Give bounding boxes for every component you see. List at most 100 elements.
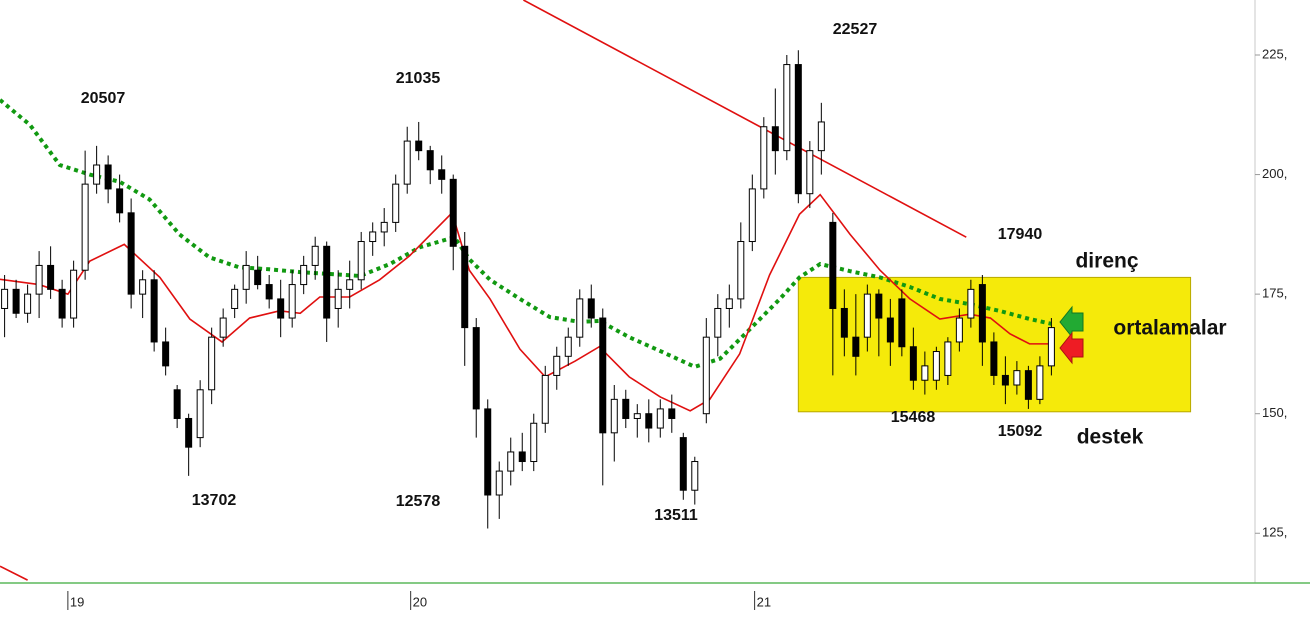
candle-body bbox=[886, 317, 894, 343]
candle-body bbox=[438, 169, 446, 180]
candle-body bbox=[426, 150, 434, 171]
candle-body bbox=[760, 126, 768, 190]
candle-body bbox=[1013, 370, 1021, 386]
candle-body bbox=[725, 298, 733, 309]
candle-body bbox=[58, 288, 66, 319]
candle-body bbox=[1024, 370, 1032, 400]
candle-body bbox=[748, 188, 756, 243]
candle-body bbox=[1036, 365, 1044, 400]
candle-body bbox=[196, 389, 204, 439]
ma-dotted bbox=[0, 98, 1052, 369]
candle-body bbox=[610, 398, 618, 434]
candle-body bbox=[599, 317, 607, 434]
candle-body bbox=[265, 284, 273, 300]
candle-body bbox=[93, 164, 101, 185]
candle-body bbox=[829, 221, 837, 309]
candle-body bbox=[783, 64, 791, 152]
candle-body bbox=[334, 288, 342, 309]
candle-body bbox=[288, 284, 296, 319]
candle-body bbox=[47, 264, 55, 290]
candle-body bbox=[530, 422, 538, 463]
candle-body bbox=[208, 336, 216, 391]
candle-body bbox=[702, 336, 710, 415]
y-tick-label: 200, bbox=[1262, 166, 1287, 181]
candle-body bbox=[564, 336, 572, 357]
candle-body bbox=[403, 140, 411, 185]
candle-body bbox=[139, 279, 147, 295]
candle-body bbox=[633, 413, 641, 419]
candle-body bbox=[898, 298, 906, 348]
candle-body bbox=[679, 437, 687, 491]
candle-body bbox=[863, 293, 871, 338]
candle-body bbox=[1, 288, 9, 309]
candle-body bbox=[806, 150, 814, 195]
candle-body bbox=[150, 279, 158, 343]
candle-body bbox=[714, 307, 722, 338]
candle-body bbox=[932, 351, 940, 381]
candle-body bbox=[70, 269, 78, 319]
annotation: 13511 bbox=[654, 507, 698, 524]
candle-body bbox=[1047, 327, 1055, 367]
candle-body bbox=[461, 245, 469, 329]
candle-body bbox=[24, 293, 32, 314]
annotation: 17940 bbox=[998, 226, 1043, 243]
candle-body bbox=[909, 346, 917, 381]
candle-body bbox=[852, 336, 860, 357]
candle-body bbox=[817, 121, 825, 152]
candle-body bbox=[127, 212, 135, 295]
candle-body bbox=[622, 398, 630, 419]
candle-body bbox=[162, 341, 170, 367]
trend-line bbox=[523, 0, 967, 238]
x-tick-label: 19 bbox=[70, 594, 84, 609]
candle-body bbox=[346, 279, 354, 290]
candle-body bbox=[645, 413, 653, 429]
annotation: 15092 bbox=[998, 423, 1043, 440]
candle-body bbox=[944, 341, 952, 376]
green-arrow bbox=[1059, 305, 1084, 339]
plot bbox=[0, 0, 1192, 581]
annotation: 15468 bbox=[891, 409, 936, 426]
candle-body bbox=[990, 341, 998, 376]
candle-body bbox=[875, 293, 883, 319]
candle-body bbox=[484, 408, 492, 496]
candle-body bbox=[104, 164, 112, 190]
candle-body bbox=[921, 365, 929, 381]
candle-body bbox=[357, 241, 365, 281]
candle-body bbox=[277, 298, 285, 319]
candle-body bbox=[518, 451, 526, 463]
candle-body bbox=[311, 245, 319, 266]
annotation: 12578 bbox=[396, 493, 441, 510]
trend-line bbox=[0, 565, 28, 581]
candle-body bbox=[242, 264, 250, 290]
candle-body bbox=[231, 288, 239, 309]
annotation: direnç bbox=[1075, 250, 1138, 273]
x-tick-label: 20 bbox=[413, 594, 427, 609]
y-tick-label: 175, bbox=[1262, 286, 1287, 301]
candle-body bbox=[771, 126, 779, 152]
annotation: destek bbox=[1077, 426, 1144, 449]
candle-body bbox=[495, 470, 503, 496]
candle-body bbox=[1001, 374, 1009, 386]
candle-body bbox=[794, 64, 802, 195]
annotation: 20507 bbox=[81, 90, 126, 107]
annotation: 22527 bbox=[833, 21, 878, 38]
candle-body bbox=[737, 241, 745, 300]
candle-body bbox=[587, 298, 595, 319]
red-arrow bbox=[1059, 331, 1084, 365]
annotation: 21035 bbox=[396, 70, 441, 87]
candle-body bbox=[369, 231, 377, 243]
y-tick-label: 225, bbox=[1262, 46, 1287, 61]
y-tick-label: 150, bbox=[1262, 405, 1287, 420]
candle-body bbox=[507, 451, 515, 472]
y-tick-label: 125, bbox=[1262, 525, 1287, 540]
candle-body bbox=[449, 178, 457, 247]
candle-body bbox=[955, 317, 963, 343]
candle-body bbox=[116, 188, 124, 214]
candle-body bbox=[541, 374, 549, 424]
annotation: 13702 bbox=[192, 492, 237, 509]
candle-body bbox=[553, 355, 561, 376]
candle-body bbox=[380, 221, 388, 233]
candle-body bbox=[840, 307, 848, 338]
